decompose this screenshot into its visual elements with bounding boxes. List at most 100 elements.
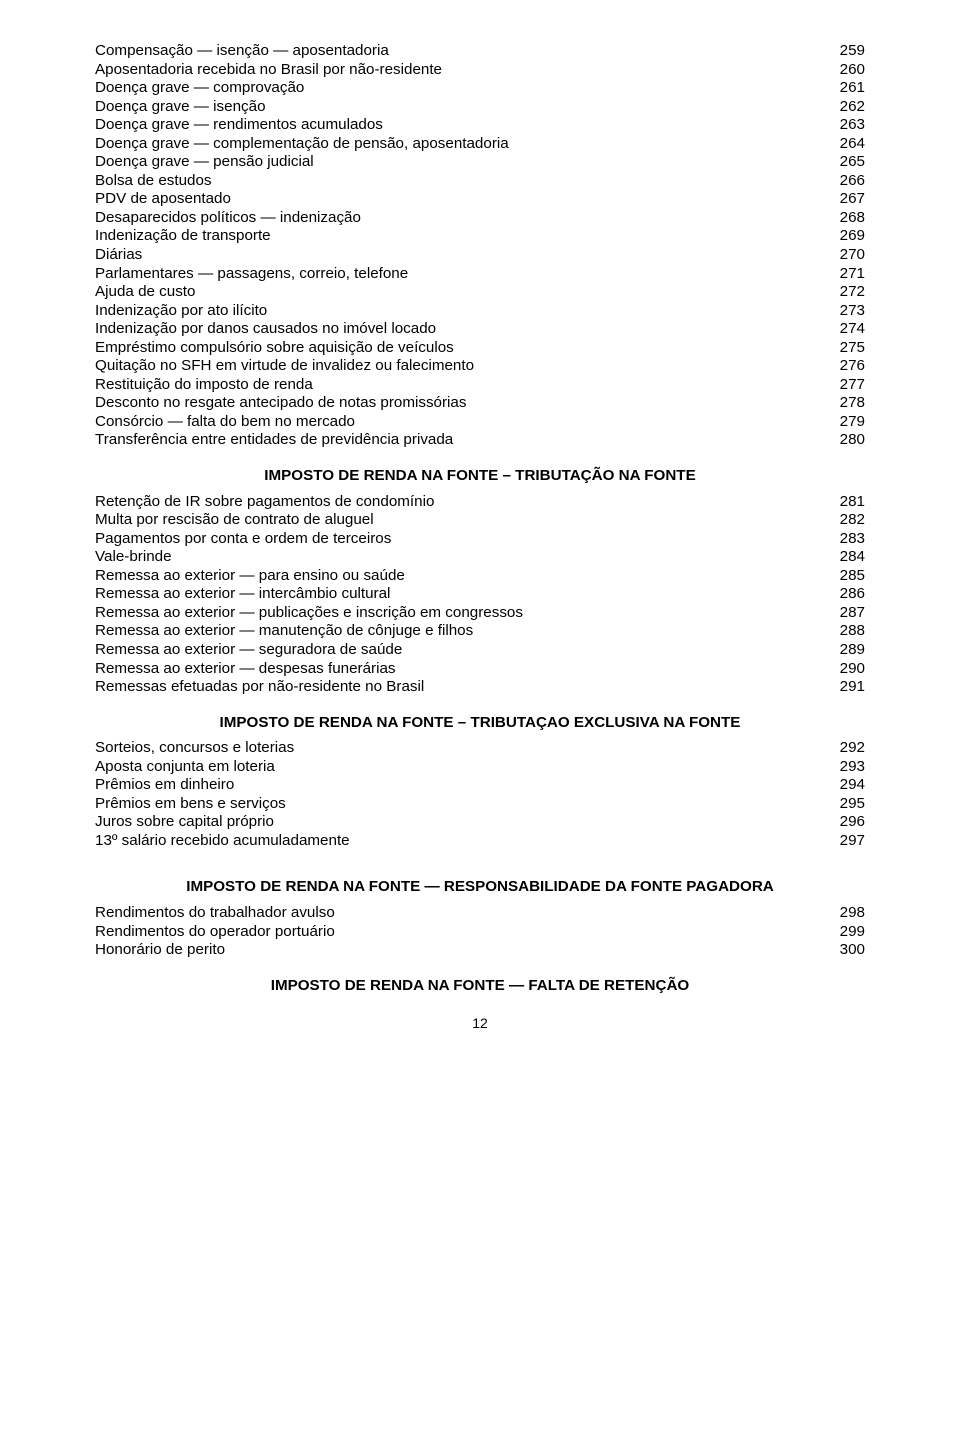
toc-page-ref: 290 xyxy=(830,660,865,679)
toc-page-ref: 289 xyxy=(830,641,865,660)
page-number: 12 xyxy=(95,1015,865,1032)
toc-page-ref: 267 xyxy=(830,190,865,209)
toc-row: Doença grave — pensão judicial265 xyxy=(95,153,865,172)
toc-page-ref: 266 xyxy=(830,172,865,191)
toc-page-ref: 283 xyxy=(830,530,865,549)
toc-label: Restituição do imposto de renda xyxy=(95,376,830,395)
toc-page-ref: 299 xyxy=(830,923,865,942)
toc-label: Doença grave — comprovação xyxy=(95,79,830,98)
toc-row: Ajuda de custo272 xyxy=(95,283,865,302)
toc-label: Remessa ao exterior — manutenção de cônj… xyxy=(95,622,830,641)
toc-label: Doença grave — rendimentos acumulados xyxy=(95,116,830,135)
toc-row: Indenização por danos causados no imóvel… xyxy=(95,320,865,339)
toc-row: Rendimentos do operador portuário299 xyxy=(95,923,865,942)
toc-row: Vale-brinde284 xyxy=(95,548,865,567)
toc-page-ref: 300 xyxy=(830,941,865,960)
toc-label: Remessa ao exterior — para ensino ou saú… xyxy=(95,567,830,586)
toc-row: Doença grave — rendimentos acumulados263 xyxy=(95,116,865,135)
toc-row: Doença grave — comprovação261 xyxy=(95,79,865,98)
toc-row: Remessa ao exterior — seguradora de saúd… xyxy=(95,641,865,660)
toc-row: Prêmios em bens e serviços295 xyxy=(95,795,865,814)
toc-page-ref: 293 xyxy=(830,758,865,777)
toc-row: Bolsa de estudos266 xyxy=(95,172,865,191)
toc-row: Sorteios, concursos e loterias292 xyxy=(95,739,865,758)
section-block: Retenção de IR sobre pagamentos de condo… xyxy=(95,493,865,697)
toc-row: Empréstimo compulsório sobre aquisição d… xyxy=(95,339,865,358)
toc-label: Desaparecidos políticos — indenização xyxy=(95,209,830,228)
section-heading: IMPOSTO DE RENDA NA FONTE – TRIBUTAÇAO E… xyxy=(95,714,865,733)
toc-row: Aposta conjunta em loteria293 xyxy=(95,758,865,777)
toc-label: Doença grave — complementação de pensão,… xyxy=(95,135,830,154)
toc-row: Desaparecidos políticos — indenização268 xyxy=(95,209,865,228)
toc-page-ref: 273 xyxy=(830,302,865,321)
toc-label: Empréstimo compulsório sobre aquisição d… xyxy=(95,339,830,358)
toc-label: Juros sobre capital próprio xyxy=(95,813,830,832)
toc-label: Quitação no SFH em virtude de invalidez … xyxy=(95,357,830,376)
toc-label: Retenção de IR sobre pagamentos de condo… xyxy=(95,493,830,512)
toc-label: Pagamentos por conta e ordem de terceiro… xyxy=(95,530,830,549)
toc-label: Remessa ao exterior — intercâmbio cultur… xyxy=(95,585,830,604)
toc-row: Diárias270 xyxy=(95,246,865,265)
toc-row: Quitação no SFH em virtude de invalidez … xyxy=(95,357,865,376)
toc-page-ref: 298 xyxy=(830,904,865,923)
toc-label: Prêmios em dinheiro xyxy=(95,776,830,795)
toc-page-ref: 287 xyxy=(830,604,865,623)
toc-row: Rendimentos do trabalhador avulso298 xyxy=(95,904,865,923)
toc-page-ref: 280 xyxy=(830,431,865,450)
toc-page-ref: 260 xyxy=(830,61,865,80)
toc-label: Aposta conjunta em loteria xyxy=(95,758,830,777)
toc-row: Remessa ao exterior — manutenção de cônj… xyxy=(95,622,865,641)
section-heading: IMPOSTO DE RENDA NA FONTE — RESPONSABILI… xyxy=(95,878,865,897)
toc-label: Honorário de perito xyxy=(95,941,830,960)
toc-label: Parlamentares — passagens, correio, tele… xyxy=(95,265,830,284)
toc-page-ref: 295 xyxy=(830,795,865,814)
toc-row: Retenção de IR sobre pagamentos de condo… xyxy=(95,493,865,512)
toc-page-ref: 276 xyxy=(830,357,865,376)
toc-label: 13º salário recebido acumuladamente xyxy=(95,832,830,851)
toc-page-ref: 278 xyxy=(830,394,865,413)
document-body: Compensação — isenção — aposentadoria259… xyxy=(95,42,865,995)
toc-label: Aposentadoria recebida no Brasil por não… xyxy=(95,61,830,80)
toc-label: Prêmios em bens e serviços xyxy=(95,795,830,814)
toc-label: Diárias xyxy=(95,246,830,265)
toc-page-ref: 291 xyxy=(830,678,865,697)
toc-page-ref: 286 xyxy=(830,585,865,604)
toc-label: Remessa ao exterior — despesas funerária… xyxy=(95,660,830,679)
toc-page-ref: 288 xyxy=(830,622,865,641)
toc-row: Indenização por ato ilícito273 xyxy=(95,302,865,321)
toc-row: Desconto no resgate antecipado de notas … xyxy=(95,394,865,413)
toc-label: Indenização por danos causados no imóvel… xyxy=(95,320,830,339)
toc-row: Remessas efetuadas por não-residente no … xyxy=(95,678,865,697)
toc-page-ref: 272 xyxy=(830,283,865,302)
toc-label: Ajuda de custo xyxy=(95,283,830,302)
toc-label: Vale-brinde xyxy=(95,548,830,567)
toc-label: Bolsa de estudos xyxy=(95,172,830,191)
toc-label: Indenização de transporte xyxy=(95,227,830,246)
toc-label: Consórcio — falta do bem no mercado xyxy=(95,413,830,432)
toc-page-ref: 261 xyxy=(830,79,865,98)
toc-page-ref: 268 xyxy=(830,209,865,228)
toc-row: Honorário de perito300 xyxy=(95,941,865,960)
toc-row: Indenização de transporte269 xyxy=(95,227,865,246)
toc-row: Doença grave — complementação de pensão,… xyxy=(95,135,865,154)
toc-row: Remessa ao exterior — intercâmbio cultur… xyxy=(95,585,865,604)
toc-page-ref: 269 xyxy=(830,227,865,246)
toc-label: Remessa ao exterior — seguradora de saúd… xyxy=(95,641,830,660)
toc-page-ref: 281 xyxy=(830,493,865,512)
toc-label: Rendimentos do operador portuário xyxy=(95,923,830,942)
toc-row: Prêmios em dinheiro294 xyxy=(95,776,865,795)
toc-row: Parlamentares — passagens, correio, tele… xyxy=(95,265,865,284)
toc-row: Transferência entre entidades de previdê… xyxy=(95,431,865,450)
section-heading: IMPOSTO DE RENDA NA FONTE — FALTA DE RET… xyxy=(95,977,865,996)
toc-row: Pagamentos por conta e ordem de terceiro… xyxy=(95,530,865,549)
section-block: Compensação — isenção — aposentadoria259… xyxy=(95,42,865,450)
toc-page-ref: 285 xyxy=(830,567,865,586)
toc-page-ref: 259 xyxy=(830,42,865,61)
toc-page-ref: 274 xyxy=(830,320,865,339)
toc-row: 13º salário recebido acumuladamente297 xyxy=(95,832,865,851)
toc-row: Remessa ao exterior — publicações e insc… xyxy=(95,604,865,623)
toc-row: PDV de aposentado267 xyxy=(95,190,865,209)
toc-page-ref: 296 xyxy=(830,813,865,832)
section-block: Sorteios, concursos e loterias292Aposta … xyxy=(95,739,865,850)
toc-label: Compensação — isenção — aposentadoria xyxy=(95,42,830,61)
